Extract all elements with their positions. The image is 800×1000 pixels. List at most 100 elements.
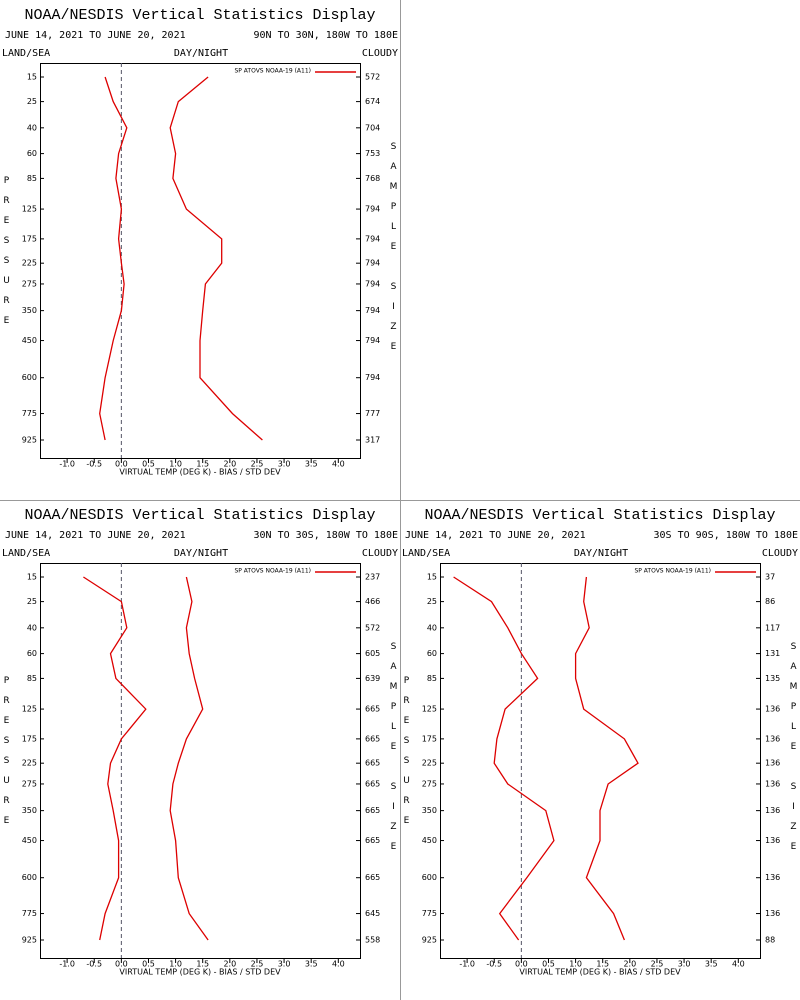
- x-tick-label: 0.5: [142, 960, 155, 969]
- sample-size-label: 131: [765, 649, 780, 658]
- sample-size-label: 136: [765, 873, 780, 882]
- x-tick-label: 1.0: [569, 960, 582, 969]
- region: 30N TO 30S, 180W TO 180E: [254, 530, 399, 541]
- profile-line: [453, 576, 555, 941]
- y-tick-label: 275: [22, 279, 37, 288]
- y-tick-label: 40: [427, 623, 437, 632]
- sample-size-label: 558: [365, 936, 380, 945]
- x-tick-label: 2.5: [651, 960, 664, 969]
- sample-size-label: 88: [765, 936, 775, 945]
- y-tick-label: 125: [22, 705, 37, 714]
- x-tick-label: 4.0: [732, 960, 745, 969]
- y-tick-label: 85: [27, 674, 37, 683]
- x-axis-label: VIRTUAL TEMP (DEG K) - BIAS / STD DEV: [519, 968, 681, 977]
- x-tick-label: 3.0: [278, 960, 291, 969]
- cloudy: CLOUDY: [362, 548, 398, 559]
- chart-title: NOAA/NESDIS Vertical Statistics Display: [24, 507, 375, 524]
- y-tick-label: 925: [422, 936, 437, 945]
- region: 90N TO 30N, 180W TO 180E: [254, 30, 399, 41]
- sample-size-label: 136: [765, 759, 780, 768]
- x-tick-label: 1.0: [169, 460, 182, 469]
- y-tick-label: 25: [27, 97, 37, 106]
- y-tick-label: 350: [22, 306, 37, 315]
- sample-size-label: 794: [365, 373, 380, 382]
- day-night: DAY/NIGHT: [174, 48, 228, 59]
- x-tick-label: -0.5: [86, 960, 102, 969]
- x-tick-label: -1.0: [59, 460, 75, 469]
- sample-size-label: 317: [365, 436, 380, 445]
- x-tick-label: -0.5: [486, 960, 502, 969]
- x-axis-label: VIRTUAL TEMP (DEG K) - BIAS / STD DEV: [119, 468, 281, 477]
- y-axis-label: PRESSURE: [402, 676, 412, 836]
- x-tick-label: 0.0: [515, 960, 528, 969]
- sample-size-label: 37: [765, 573, 775, 582]
- x-tick-label: 1.5: [196, 460, 209, 469]
- y-tick-label: 40: [27, 623, 37, 632]
- y-tick-label: 600: [22, 873, 37, 882]
- sample-size-label: 665: [365, 734, 380, 743]
- sample-size-label: 665: [365, 779, 380, 788]
- x-tick-label: 1.0: [169, 960, 182, 969]
- x-tick-label: 3.5: [305, 960, 318, 969]
- sample-size-label: 768: [365, 174, 380, 183]
- sample-size-label: 794: [365, 205, 380, 214]
- day-night: DAY/NIGHT: [574, 548, 628, 559]
- x-tick-label: -1.0: [59, 960, 75, 969]
- y-tick-label: 350: [422, 806, 437, 815]
- sample-size-label: 665: [365, 836, 380, 845]
- chart-title: NOAA/NESDIS Vertical Statistics Display: [424, 507, 775, 524]
- region: 30S TO 90S, 180W TO 180E: [654, 530, 799, 541]
- sample-size-label: 665: [365, 873, 380, 882]
- sample-size-label: 639: [365, 674, 380, 683]
- x-tick-label: 2.0: [223, 960, 236, 969]
- x-tick-label: 1.5: [196, 960, 209, 969]
- y-tick-label: 175: [22, 734, 37, 743]
- panel: NOAA/NESDIS Vertical Statistics Display J…: [2, 7, 399, 477]
- y-tick-label: 85: [427, 674, 437, 683]
- y-tick-label: 450: [22, 336, 37, 345]
- x-tick-label: -1.0: [459, 960, 475, 969]
- profile-line: [574, 576, 639, 941]
- y-tick-label: 25: [427, 597, 437, 606]
- sample-size-label: 665: [365, 705, 380, 714]
- x-tick-label: -0.5: [86, 460, 102, 469]
- sample-size-label: 136: [765, 779, 780, 788]
- cloudy: CLOUDY: [362, 48, 398, 59]
- sample-size-label: 777: [365, 409, 380, 418]
- y-tick-label: 275: [22, 779, 37, 788]
- sample-size-label: 665: [365, 806, 380, 815]
- sample-size-label: 704: [365, 123, 380, 132]
- sample-size-label: 136: [765, 806, 780, 815]
- y-tick-label: 85: [27, 174, 37, 183]
- date-range: JUNE 14, 2021 TO JUNE 20, 2021: [405, 530, 586, 541]
- x-tick-label: 0.5: [542, 960, 555, 969]
- sample-size-label: 136: [765, 705, 780, 714]
- profile-line: [83, 576, 147, 941]
- profile-line: [169, 576, 209, 941]
- x-axis-label: VIRTUAL TEMP (DEG K) - BIAS / STD DEV: [119, 968, 281, 977]
- chart-title: NOAA/NESDIS Vertical Statistics Display: [24, 7, 375, 24]
- sample-size-label: 794: [365, 234, 380, 243]
- sample-size-label: 117: [765, 623, 780, 632]
- profile-line: [99, 76, 128, 441]
- y-axis-label: PRESSURE: [2, 176, 12, 336]
- x-tick-label: 2.5: [251, 960, 264, 969]
- legend-label: SP ATOVS NOAA-19 (A11): [634, 568, 711, 575]
- y-tick-label: 125: [22, 205, 37, 214]
- x-tick-label: 3.0: [278, 460, 291, 469]
- y-tick-label: 60: [27, 649, 37, 658]
- y2-axis-label: SAMPLE SIZE: [789, 642, 799, 862]
- y-tick-label: 450: [422, 836, 437, 845]
- x-tick-label: 3.0: [678, 960, 691, 969]
- legend-label: SP ATOVS NOAA-19 (A11): [234, 568, 311, 575]
- y-tick-label: 60: [427, 649, 437, 658]
- y2-axis-label: SAMPLE SIZE: [389, 642, 399, 862]
- sample-size-label: 572: [365, 623, 380, 632]
- sample-size-label: 135: [765, 674, 780, 683]
- day-night: DAY/NIGHT: [174, 548, 228, 559]
- x-tick-label: 3.5: [305, 460, 318, 469]
- y-tick-label: 15: [27, 73, 37, 82]
- y-tick-label: 225: [22, 759, 37, 768]
